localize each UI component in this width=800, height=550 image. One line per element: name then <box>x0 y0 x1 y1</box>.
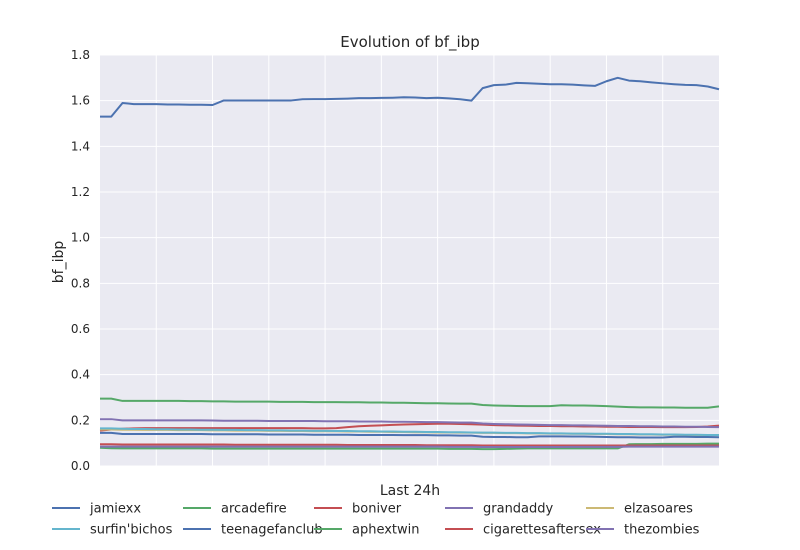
series-lines <box>99 76 720 451</box>
grid-lines <box>100 54 719 467</box>
y-tick-label: 1.0 <box>71 231 90 245</box>
series-line-aphextwin <box>99 442 719 451</box>
plot-background <box>100 55 719 466</box>
series-line-cigarettesaftersex <box>100 443 719 447</box>
series-line-arcadefire <box>100 397 720 409</box>
legend: jamiexx arcadefire boniver grandaddy elzasoa… <box>52 502 700 538</box>
y-tick-label: 0.0 <box>71 459 90 473</box>
y-tick-labels: 0.0 0.2 0.4 0.6 0.8 1.0 1.2 1.4 1.6 1.8 <box>71 48 90 473</box>
legend-label-grandaddy: grandaddy <box>483 502 554 517</box>
legend-label-thezombies: thezombies <box>624 523 700 538</box>
y-tick-label: 0.8 <box>71 276 90 290</box>
legend-label-surfin-bichos: surfin'bichos <box>90 523 173 538</box>
series-line-grandaddy <box>100 418 720 429</box>
y-tick-label: 1.4 <box>71 139 90 153</box>
legend-label-jamiexx: jamiexx <box>89 502 141 517</box>
chart-title: Evolution of bf_ibp <box>340 33 479 52</box>
y-tick-label: 0.4 <box>71 368 90 382</box>
series-line-jamiexx <box>100 76 720 118</box>
legend-label-cigarettesaftersex: cigarettesaftersex <box>483 523 601 538</box>
legend-label-elzasoares: elzasoares <box>624 502 693 517</box>
y-axis-label: bf_ibp <box>51 241 67 284</box>
legend-label-boniver: boniver <box>352 502 402 517</box>
y-tick-label: 0.2 <box>71 413 90 427</box>
legend-label-aphextwin: aphextwin <box>352 523 420 538</box>
y-tick-label: 0.6 <box>71 322 90 336</box>
series-line-teenagefanclub <box>100 431 720 439</box>
legend-label-teenagefanclub: teenagefanclub <box>221 523 323 538</box>
x-axis-label: Last 24h <box>380 483 440 499</box>
legend-label-arcadefire: arcadefire <box>221 502 287 517</box>
series-line-surfin-bichos <box>100 427 719 436</box>
y-tick-label: 1.2 <box>71 185 90 199</box>
y-tick-label: 1.8 <box>71 48 90 62</box>
y-tick-label: 1.6 <box>71 94 90 108</box>
